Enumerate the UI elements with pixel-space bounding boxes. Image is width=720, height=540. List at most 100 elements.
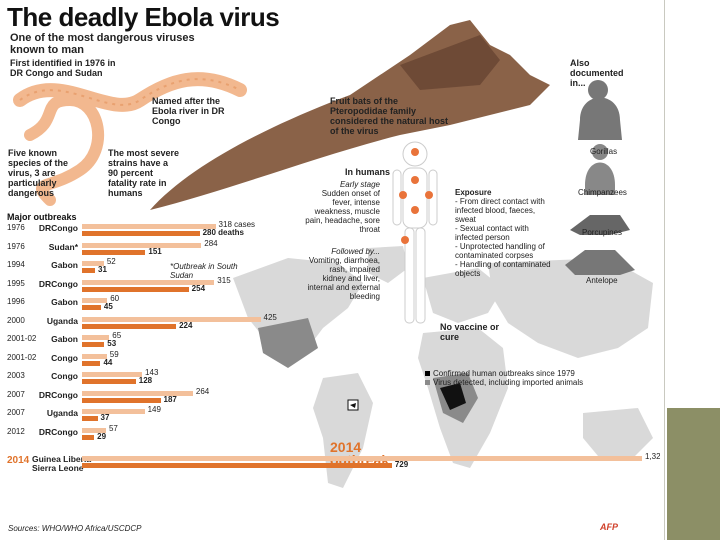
outbreak-year: 1976	[7, 241, 25, 251]
outbreak-country: DRCongo	[38, 278, 78, 289]
outbreak-country: Gabon	[51, 297, 78, 307]
exposure-item: - Sexual contact with infected person	[455, 224, 529, 242]
cases-label: 264	[195, 386, 210, 396]
cases-bar	[82, 372, 143, 377]
humans-early-stage: Early stage Sudden onset of fever, inten…	[305, 180, 380, 234]
chart-footnote: *Outbreak in South Sudan	[170, 262, 238, 280]
cases-bar	[82, 242, 202, 248]
note-species: Five known species of the virus, 3 are p…	[8, 148, 69, 198]
deaths-label: 187	[163, 394, 177, 404]
outbreak-year: 2007	[7, 408, 25, 417]
outbreak-year: 1996	[7, 297, 25, 306]
deaths-label: 254	[191, 283, 206, 293]
followed-label: Followed by...	[331, 247, 380, 256]
cases-label: 52	[106, 257, 116, 266]
deaths-bar	[82, 434, 95, 440]
cases-bar	[82, 298, 108, 303]
humans-followed-by: Followed by... Vomiting, diarrhoea, rash…	[305, 247, 381, 301]
deaths-label: 280 deaths	[202, 228, 244, 237]
cases-label: 1,323	[645, 452, 660, 461]
cases-label: 143	[145, 368, 159, 377]
cases-bar	[82, 224, 216, 229]
humans-heading: In humans	[345, 167, 391, 177]
outbreak-country: Congo	[51, 352, 78, 363]
outbreak-year: 1995	[7, 278, 25, 288]
outbreak-year: 2001-02	[7, 334, 37, 343]
cases-label: 65	[112, 331, 122, 340]
outbreaks-heading: Major outbreaks	[7, 212, 77, 222]
legend-detected: Virus detected, including imported anima…	[425, 378, 645, 387]
outbreak-country: Uganda	[46, 408, 78, 418]
early-stage-label: Early stage	[339, 180, 380, 189]
cases-label: 284	[204, 238, 218, 248]
note-first-identified: First identified in 1976 in DR Congo and…	[10, 58, 116, 78]
deaths-label: 29	[97, 431, 107, 441]
deaths-bar	[82, 463, 392, 468]
outbreak-year: 2014	[7, 455, 30, 466]
slide-divider	[664, 0, 665, 540]
slide-accent-block	[667, 408, 720, 540]
cases-bar	[82, 456, 642, 461]
note-strains: The most severe strains have a 90 percen…	[108, 148, 180, 198]
outbreak-year: 1976	[7, 223, 25, 232]
deaths-bar	[82, 305, 101, 310]
outbreak-year: 2012	[7, 426, 25, 436]
animal-label-chimpanzees: Chimpanzees	[578, 188, 627, 197]
human-figure	[392, 141, 438, 324]
legend-detected-label: Virus detected, including imported anima…	[433, 378, 584, 387]
cases-bar	[82, 427, 106, 433]
cases-bar	[82, 279, 215, 285]
legend-confirmed-label: Confirmed human outbreaks since 1979	[433, 369, 575, 378]
outbreak-year: 2000	[7, 315, 25, 325]
cases-bar	[82, 335, 110, 340]
note-also-documented: Also documented in...	[570, 58, 624, 88]
outbreak-country: Guinea Liberia Sierra Leone	[32, 454, 92, 473]
animal-label-porcupines: Porcupines	[582, 228, 623, 237]
legend-confirmed: Confirmed human outbreaks since 1979	[425, 369, 645, 378]
outbreak-country: Gabon	[51, 334, 78, 344]
map-legend: Confirmed human outbreaks since 1979 Vir…	[425, 369, 645, 387]
credit-logo: AFP	[600, 522, 618, 532]
bat-illustration	[150, 20, 550, 210]
cases-label: 59	[109, 349, 119, 359]
animal-label-gorillas: Gorillas	[590, 147, 618, 156]
outbreak-country: DRCongo	[38, 389, 78, 400]
cases-bar	[82, 409, 145, 414]
deaths-label: 53	[107, 339, 117, 348]
exposure-item: - Unprotected handling of contaminated c…	[455, 242, 545, 260]
deaths-label: 224	[179, 320, 193, 330]
cases-label: 315	[217, 275, 231, 285]
deaths-bar	[82, 249, 146, 255]
cases-label: 149	[147, 405, 161, 414]
animal-label-antelope: Antelope	[586, 276, 618, 285]
deaths-bar	[82, 397, 161, 403]
deaths-bar	[82, 360, 101, 366]
outbreak-country: DRCongo	[38, 426, 78, 437]
outbreak-country: Sudan*	[48, 241, 78, 252]
outbreak-year: 2001-02	[7, 352, 37, 362]
deaths-label: 151	[148, 246, 162, 256]
cases-label: 60	[110, 294, 120, 303]
page-subtitle: One of the most dangerous viruses known …	[10, 32, 195, 56]
exposure-panel: Exposure - From direct contact with infe…	[455, 188, 555, 278]
early-stage-text: Sudden onset of fever, intense weakness,…	[305, 189, 380, 234]
deaths-bar	[82, 379, 136, 384]
cases-label: 57	[108, 423, 118, 433]
outbreak-year: 2007	[7, 389, 25, 399]
deaths-bar	[82, 416, 98, 421]
animal-silhouettes	[565, 80, 635, 275]
outbreak-year: 1994	[7, 260, 25, 269]
deaths-bar	[82, 268, 96, 273]
infographic-sheet: The deadly Ebola virus One of the most d…	[0, 2, 660, 533]
cases-label: 318 cases	[218, 220, 256, 229]
outbreak-country: DRCongo	[38, 223, 78, 233]
legend-swatch-detected	[425, 380, 430, 386]
cases-bar	[82, 390, 193, 396]
exposure-item: - Handling of contaminated objects	[455, 260, 551, 278]
outbreak-chart: 1976 DRCongo 318 cases 280 deaths 1976 Sudan*…	[0, 220, 660, 522]
deaths-label: 31	[98, 265, 107, 274]
deaths-bar	[82, 323, 177, 329]
legend-swatch-confirmed	[425, 371, 430, 377]
no-vaccine-note: No vaccine or cure	[440, 322, 500, 342]
outbreak-country: Uganda	[46, 315, 78, 326]
